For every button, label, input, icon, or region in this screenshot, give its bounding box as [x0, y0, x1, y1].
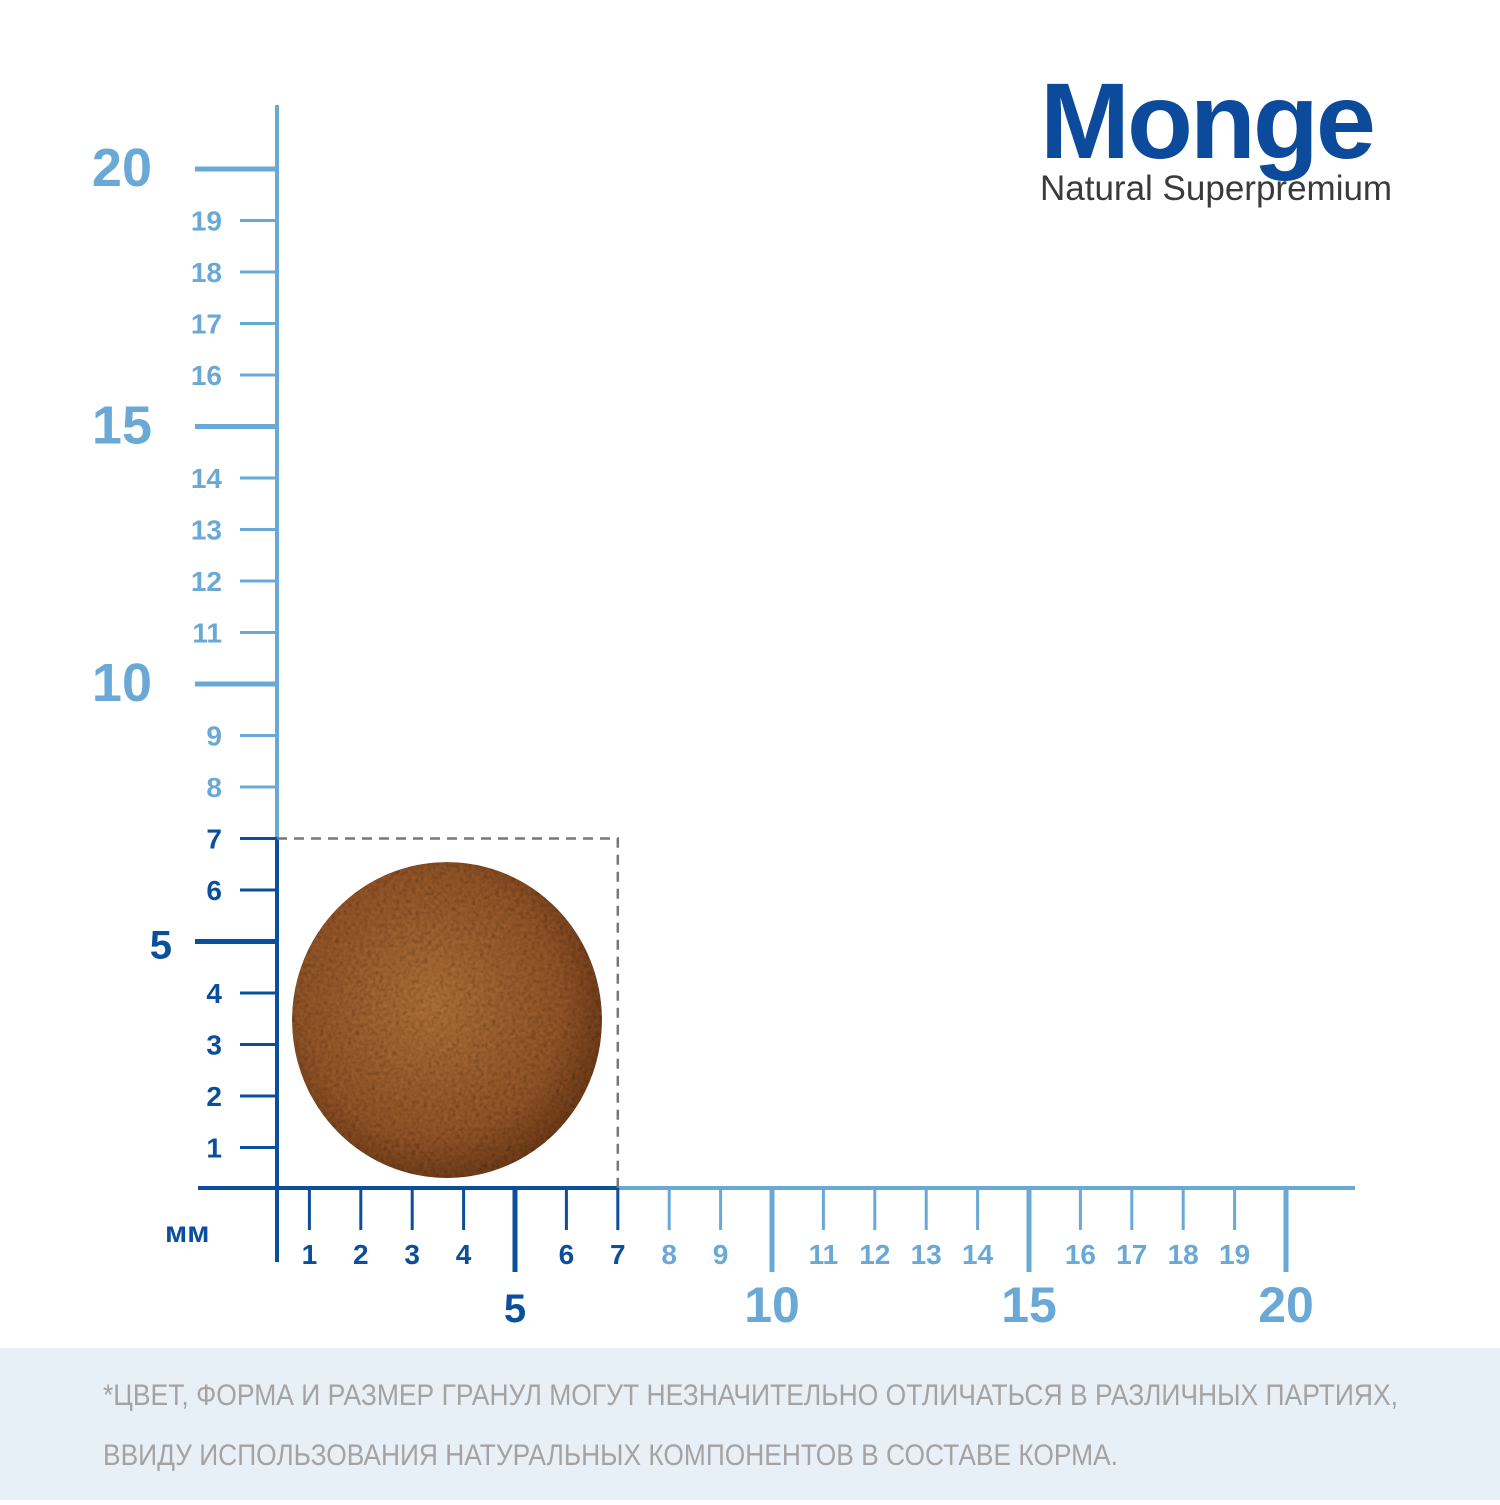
brand-tagline: Natural Superpremium — [1040, 169, 1392, 208]
x-tick-label: 16 — [1065, 1239, 1096, 1270]
x-tick-label: 19 — [1219, 1239, 1250, 1270]
x-tick-label: 3 — [404, 1239, 420, 1270]
x-tick-label: 1 — [302, 1239, 318, 1270]
y-tick-label: 20 — [92, 138, 152, 198]
y-tick-label: 4 — [206, 978, 222, 1009]
size-box — [277, 837, 620, 1188]
y-tick-label: 3 — [206, 1030, 222, 1061]
x-tick-label: 15 — [1001, 1277, 1057, 1333]
x-tick-label: 10 — [744, 1277, 800, 1333]
x-tick-label: 12 — [859, 1239, 890, 1270]
x-tick-label: 17 — [1116, 1239, 1147, 1270]
note-band — [0, 1348, 1500, 1500]
y-tick-label: 14 — [191, 463, 223, 494]
x-tick-label: 14 — [962, 1239, 994, 1270]
y-tick-label: 5 — [150, 924, 172, 968]
y-tick-label: 15 — [92, 396, 152, 456]
y-tick-label: 2 — [206, 1081, 222, 1112]
x-tick-label: 4 — [456, 1239, 472, 1270]
logo: Monge Natural Superpremium — [1040, 60, 1392, 208]
y-tick-label: 1 — [206, 1133, 222, 1164]
x-tick-label: 9 — [713, 1239, 729, 1270]
x-tick-label: 11 — [809, 1239, 839, 1270]
unit-label: мм — [165, 1216, 209, 1249]
note-line: *ЦВЕТ, ФОРМА И РАЗМЕР ГРАНУЛ МОГУТ НЕЗНА… — [103, 1379, 1398, 1412]
brand-name: Monge — [1040, 60, 1373, 181]
y-tick-label: 19 — [191, 206, 222, 237]
y-tick-label: 8 — [206, 772, 222, 803]
note-line: ВВИДУ ИСПОЛЬЗОВАНИЯ НАТУРАЛЬНЫХ КОМПОНЕН… — [103, 1439, 1118, 1472]
y-tick-label: 7 — [206, 824, 222, 855]
y-tick-label: 9 — [206, 721, 222, 752]
y-tick-label: 18 — [191, 257, 222, 288]
x-tick-label: 13 — [911, 1239, 942, 1270]
x-tick-label: 18 — [1168, 1239, 1199, 1270]
y-tick-label: 10 — [92, 653, 152, 713]
y-tick-label: 12 — [191, 566, 222, 597]
y-tick-label: 17 — [191, 309, 222, 340]
x-tick-label: 6 — [559, 1239, 575, 1270]
y-tick-label: 13 — [191, 515, 222, 546]
x-tick-label: 20 — [1258, 1277, 1314, 1333]
y-tick-label: 16 — [191, 360, 222, 391]
kibble — [292, 862, 602, 1178]
y-tick-label: 6 — [206, 875, 222, 906]
x-tick-label: 7 — [610, 1239, 626, 1270]
x-tick-label: 2 — [353, 1239, 369, 1270]
x-tick-label: 5 — [504, 1287, 526, 1331]
y-tick-label: 11 — [192, 618, 222, 649]
x-tick-label: 8 — [661, 1239, 677, 1270]
